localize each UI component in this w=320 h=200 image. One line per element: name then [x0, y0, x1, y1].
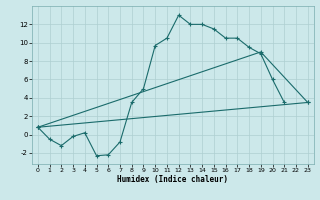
- X-axis label: Humidex (Indice chaleur): Humidex (Indice chaleur): [117, 175, 228, 184]
